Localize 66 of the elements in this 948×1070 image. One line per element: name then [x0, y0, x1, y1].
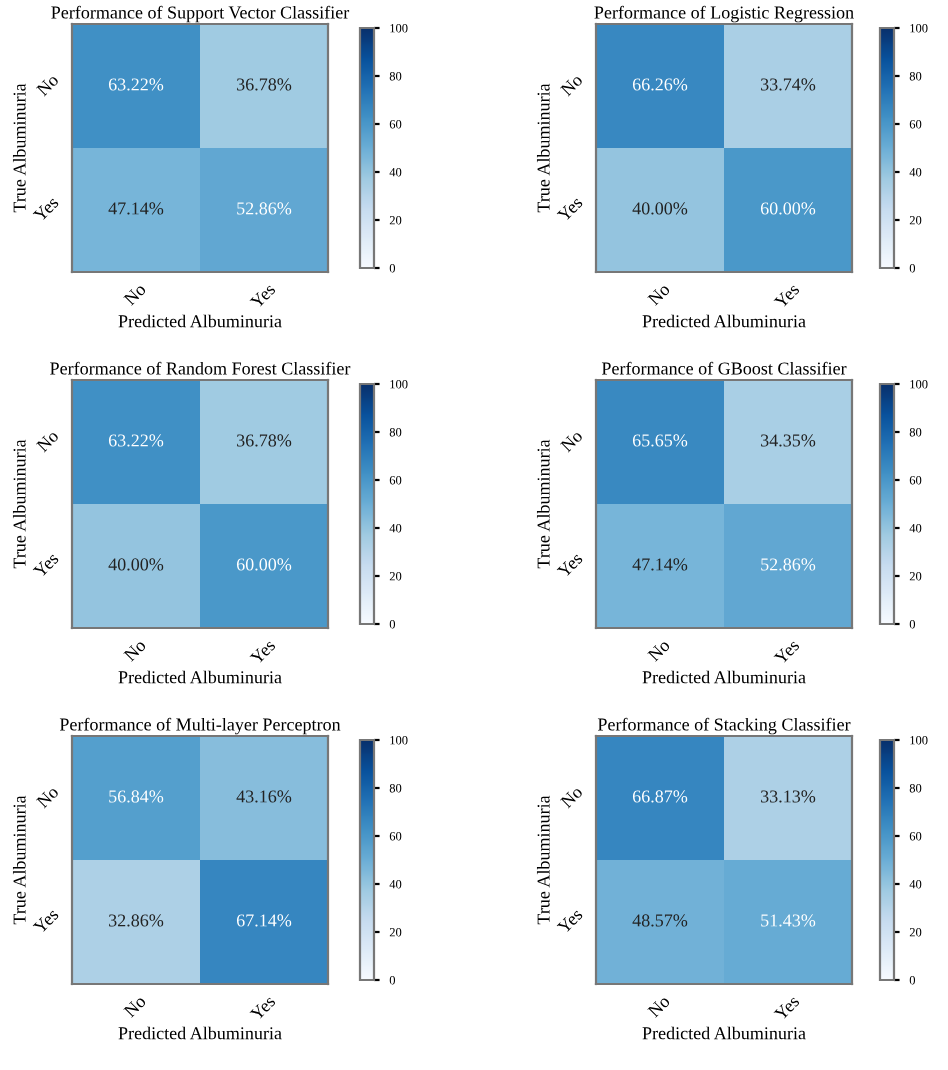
data-label: 63.22% [108, 78, 164, 91]
data-label: 36.78% [237, 78, 292, 91]
x-tick-label: No [123, 994, 147, 1018]
chart-title: Performance of Random Forest Classifier [50, 361, 351, 375]
y-tick-label: Yes [556, 907, 584, 935]
y-tick-label: Yes [32, 907, 60, 935]
y-tick-label: Yes [32, 195, 60, 223]
y-tick-label: No [35, 785, 60, 809]
data-label: 67.14% [236, 914, 292, 927]
y-axis-title: True Albuminuria [12, 795, 26, 925]
x-tick-label: Yes [249, 282, 277, 310]
x-tick-label: Yes [773, 638, 801, 666]
data-label: 34.35% [761, 434, 816, 447]
data-label: 43.16% [236, 790, 292, 803]
x-tick-label: No [123, 282, 147, 306]
y-tick-label: Yes [556, 195, 584, 223]
data-label: 47.14% [108, 202, 164, 215]
x-tick-label: No [647, 994, 671, 1018]
y-tick-label: Yes [32, 551, 60, 579]
x-axis-title: Predicted Albuminuria [642, 670, 806, 684]
x-tick-label: No [647, 638, 671, 662]
y-axis-title: True Albuminuria [536, 439, 550, 569]
x-tick-label: Yes [773, 282, 801, 310]
data-label: 60.00% [236, 558, 292, 571]
x-axis-title: Predicted Albuminuria [642, 314, 806, 328]
x-tick-label: Yes [249, 638, 277, 666]
x-tick-label: No [123, 638, 147, 662]
data-label: 48.57% [632, 914, 688, 927]
y-tick-label: Yes [556, 551, 584, 579]
data-label: 63.22% [108, 434, 164, 447]
data-label: 33.13% [761, 790, 816, 803]
y-axis-title: True Albuminuria [12, 83, 26, 213]
y-axis-title: True Albuminuria [536, 83, 550, 213]
x-tick-label: No [647, 282, 671, 306]
data-label: 60.00% [760, 202, 816, 215]
y-tick-label: No [35, 73, 60, 97]
chart-title: Performance of Multi-layer Perceptron [59, 717, 341, 735]
data-label: 47.14% [632, 558, 688, 571]
y-tick-label: No [559, 429, 584, 453]
x-axis-title: Predicted Albuminuria [118, 1026, 282, 1040]
data-label: 51.43% [761, 914, 816, 927]
y-axis-title: True Albuminuria [12, 439, 26, 569]
chart-title: Performance of Logistic Regression [594, 5, 854, 23]
data-label: 52.86% [237, 202, 292, 215]
data-label: 33.74% [761, 78, 816, 91]
x-axis-title: Predicted Albuminuria [642, 1026, 806, 1040]
data-label: 66.87% [632, 790, 688, 803]
data-label: 65.65% [632, 434, 688, 447]
data-label: 36.78% [237, 434, 292, 447]
y-tick-label: No [559, 73, 584, 97]
data-label: 32.86% [109, 914, 164, 927]
chart-title: Performance of GBoost Classifier [601, 361, 847, 375]
data-label: 56.84% [109, 790, 164, 803]
y-tick-label: No [35, 429, 60, 453]
data-label: 52.86% [761, 558, 816, 571]
x-tick-label: Yes [773, 994, 801, 1022]
chart-title: Performance of Stacking Classifier [597, 717, 851, 735]
y-tick-label: No [559, 785, 584, 809]
x-tick-label: Yes [249, 994, 277, 1022]
chart-title: Performance of Support Vector Classifier [51, 5, 350, 23]
data-label: 66.26% [632, 78, 688, 91]
y-axis-title: True Albuminuria [536, 795, 550, 925]
data-label: 40.00% [108, 558, 164, 571]
x-axis-title: Predicted Albuminuria [118, 314, 282, 328]
x-axis-title: Predicted Albuminuria [118, 670, 282, 684]
data-label: 40.00% [632, 202, 688, 215]
